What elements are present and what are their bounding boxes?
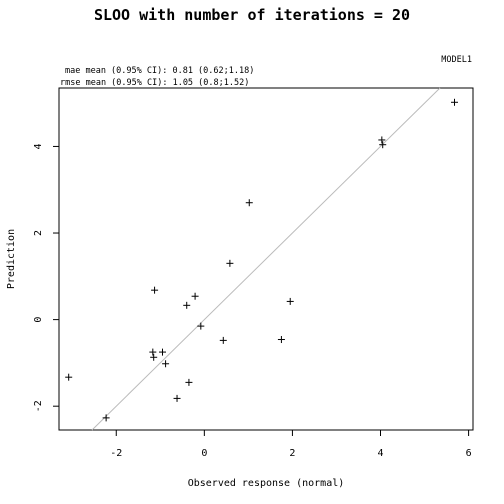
y-tick-label: 2: [33, 230, 44, 236]
x-tick-label: 0: [201, 448, 207, 459]
rmse-annotation: rmse mean (0.95% CI): 1.05 (0.8;1.52): [60, 78, 249, 88]
mae-annotation: mae mean (0.95% CI): 0.81 (0.62;1.18): [65, 66, 254, 76]
data-point: [245, 199, 253, 207]
data-point: [149, 348, 157, 356]
data-point: [162, 360, 170, 368]
y-axis-label: Prediction: [6, 229, 17, 289]
data-point: [226, 259, 234, 267]
x-tick-label: -2: [110, 448, 122, 459]
plot-frame: [58, 87, 474, 431]
model-label: MODEL1: [441, 55, 472, 65]
x-axis: -2 0 2 4 6: [110, 430, 472, 459]
plot-area: [58, 87, 474, 431]
data-point: [379, 141, 387, 149]
data-point: [173, 394, 181, 402]
data-point: [102, 414, 110, 422]
data-point: [150, 353, 158, 361]
data-point: [378, 136, 386, 144]
data-point: [286, 297, 294, 305]
data-point: [191, 292, 199, 300]
chart-title: SLOO with number of iterations = 20: [94, 6, 410, 24]
points-layer: [65, 98, 459, 422]
y-axis: -2 0 2 4: [33, 143, 59, 412]
data-point: [65, 373, 73, 381]
data-point: [451, 98, 459, 106]
x-axis-label: Observed response (normal): [188, 478, 345, 489]
data-point: [159, 348, 166, 356]
x-tick-label: 4: [377, 448, 383, 459]
data-point: [219, 336, 227, 344]
data-point: [277, 336, 285, 344]
data-point: [183, 301, 191, 309]
data-point: [185, 378, 193, 386]
x-tick-label: 2: [289, 448, 295, 459]
y-tick-label: 4: [33, 143, 44, 149]
x-tick-label: 6: [466, 448, 472, 459]
y-tick-label: -2: [33, 400, 44, 412]
data-point: [151, 286, 159, 294]
data-point: [197, 322, 205, 330]
identity-reference-line: [91, 87, 441, 431]
y-tick-label: 0: [33, 317, 44, 323]
